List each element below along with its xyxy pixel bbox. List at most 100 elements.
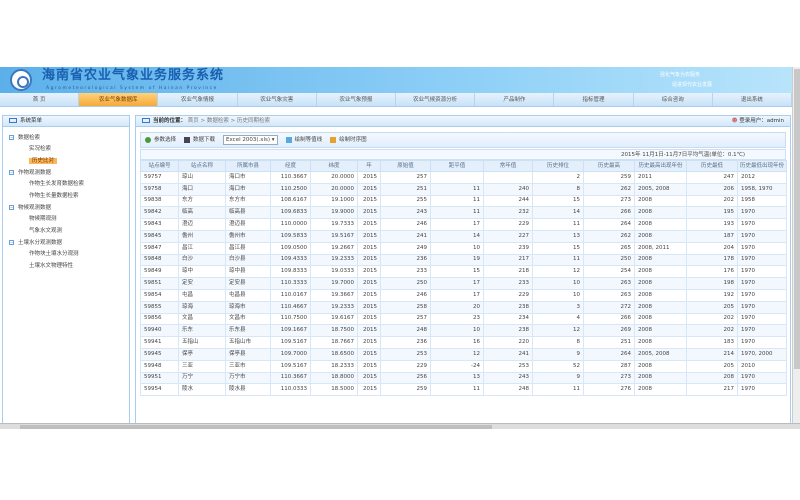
- table-cell: 109.6833: [270, 206, 311, 220]
- table-cell: 15: [430, 265, 484, 279]
- menu-item[interactable]: 作物生长量数据检索: [9, 191, 129, 203]
- table-cell: 11: [532, 383, 584, 397]
- params-label: 参数选择: [154, 137, 177, 143]
- table-cell: 2008: [634, 300, 687, 314]
- table-cell: 2008: [634, 312, 687, 326]
- table-row[interactable]: 59842 临高 临高县 109.6833 19.9000 2015 243 11 232 14 2…: [140, 206, 787, 220]
- table-row[interactable]: 59940 乐东 乐东县 109.1667 18.7500 2015 248 10 238 12 2…: [140, 324, 787, 338]
- column-header[interactable]: 历史最低: [686, 160, 738, 172]
- table-row[interactable]: 59856 文昌 文昌市 110.7500 19.6167 2015 257 23 234 4 26…: [140, 312, 787, 326]
- menu-group[interactable]: − 作物观测数据: [9, 167, 129, 179]
- menu-item-label: 物候期观测: [29, 216, 57, 222]
- column-header[interactable]: 纬度: [310, 160, 358, 172]
- column-header[interactable]: 经度: [270, 160, 311, 172]
- nav-item[interactable]: 产品制作: [475, 93, 555, 106]
- table-row[interactable]: 59847 昌江 昌江县 109.0500 19.2667 2015 249 10 239 15 2…: [140, 241, 787, 255]
- table-row[interactable]: 59848 白沙 白沙县 109.4333 19.2333 2015 236 19 217 11 2…: [140, 253, 787, 267]
- table-row[interactable]: 59854 屯昌 屯昌县 110.0167 19.3667 2015 246 17 229 10 2…: [140, 288, 787, 302]
- table-cell: 3: [532, 300, 584, 314]
- column-header[interactable]: 所属市县: [225, 160, 271, 172]
- collapse-icon[interactable]: −: [9, 205, 14, 210]
- table-cell: 110.3667: [270, 171, 311, 184]
- table-cell: 110.3667: [270, 371, 311, 385]
- table-cell: 109.5833: [270, 229, 311, 243]
- nav-item[interactable]: 农业气象数据库: [79, 93, 159, 106]
- table-cell: 263: [583, 277, 635, 290]
- column-header[interactable]: 历史最高出现年份: [634, 160, 687, 172]
- download-button[interactable]: 数据下载: [184, 136, 215, 144]
- table-cell: 236: [380, 336, 431, 349]
- nav-item[interactable]: 农业气象灾害: [238, 93, 317, 106]
- table-row[interactable]: 59951 万宁 万宁市 110.3667 18.8000 2015 256 13 243 9 27…: [140, 371, 787, 385]
- table-cell: 1970: [737, 253, 787, 267]
- table-cell: 19.7000: [310, 277, 358, 290]
- column-header[interactable]: 历史最高: [583, 160, 635, 172]
- nav-item[interactable]: 综合咨询: [634, 93, 713, 106]
- table-cell: 琼海: [178, 300, 226, 314]
- table-row[interactable]: 59843 澄迈 澄迈县 110.0000 19.7333 2015 246 17 229 11 2…: [140, 218, 787, 231]
- menu-item[interactable]: 作物生长发育数据检索: [9, 179, 129, 191]
- column-header[interactable]: 站点编号: [140, 160, 179, 172]
- table-row[interactable]: 59845 儋州 儋州市 109.5833 19.5167 2015 241 14 227 13 2…: [140, 229, 787, 243]
- menu-item[interactable]: 物候期观测: [9, 214, 129, 226]
- menu-item-label: 实况检索: [29, 146, 52, 152]
- vertical-scrollbar[interactable]: [792, 67, 800, 423]
- column-header[interactable]: 历史最低出现年份: [737, 160, 787, 172]
- nav-item[interactable]: 首 页: [0, 93, 80, 106]
- table-cell: 2015: [357, 359, 381, 373]
- column-header[interactable]: 原始值: [380, 160, 431, 172]
- table-row[interactable]: 59948 三亚 三亚市 109.5167 18.2333 2015 229 -24 253 52…: [140, 359, 787, 373]
- table-cell: 266: [583, 206, 635, 220]
- menu-group[interactable]: − 土壤水分观测数据: [9, 237, 129, 249]
- column-header[interactable]: 距平值: [430, 160, 484, 172]
- table-row[interactable]: 59849 琼中 琼中县 109.8333 19.0333 2015 233 15 218 12 2…: [140, 265, 787, 279]
- table-cell: 2008: [634, 383, 687, 397]
- table-cell: 2015: [357, 347, 381, 361]
- table-cell: 247: [686, 171, 738, 184]
- table-cell: 227: [483, 229, 533, 243]
- format-select[interactable]: Excel 2003(.xls) ▾: [223, 135, 278, 145]
- breadcrumb-path[interactable]: 首页 > 数据检索 > 历史同期检索: [187, 118, 270, 124]
- nav-item[interactable]: 农业气象情报: [158, 93, 238, 106]
- collapse-icon[interactable]: −: [9, 135, 14, 140]
- menu-group[interactable]: − 数据检索: [9, 132, 129, 144]
- menu-item[interactable]: 土壤水文物理特性: [9, 261, 129, 273]
- table-cell: 12: [532, 324, 584, 338]
- horizontal-scrollbar[interactable]: [0, 423, 800, 429]
- table-row[interactable]: 59954 陵水 陵水县 110.0333 18.5000 2015 259 11 248 11 2…: [140, 383, 787, 397]
- contour-icon: [285, 136, 292, 143]
- scroll-thumb[interactable]: [794, 69, 800, 369]
- nav-item[interactable]: 农业气象预报: [317, 93, 397, 106]
- menu-item[interactable]: 历史比对: [9, 156, 129, 168]
- column-header[interactable]: 年: [357, 160, 381, 172]
- menu-item[interactable]: 作物块土壤水分观测: [9, 249, 129, 261]
- menu-item[interactable]: 气象水文观测: [9, 226, 129, 238]
- timeseries-button[interactable]: 绘制时序图: [330, 136, 367, 144]
- params-button[interactable]: 参数选择: [145, 136, 176, 144]
- table-row[interactable]: 59757 琼山 海口市 110.3667 20.0000 2015 257 2 259 2011…: [140, 171, 787, 184]
- collapse-icon[interactable]: −: [9, 240, 14, 245]
- table-cell: 2008: [634, 206, 687, 220]
- column-header[interactable]: 常年值: [483, 160, 533, 172]
- nav-item[interactable]: 退出系统: [713, 93, 793, 106]
- table-row[interactable]: 59855 琼海 琼海市 110.4667 19.2333 2015 258 20 238 3 27…: [140, 300, 787, 314]
- menu-group[interactable]: − 物候观测数据: [9, 202, 129, 214]
- table-cell: 251: [380, 182, 431, 196]
- table-row[interactable]: 59851 定安 定安县 110.3333 19.7000 2015 250 17 233 10 2…: [140, 277, 787, 290]
- table-cell: 52: [532, 359, 584, 373]
- column-header[interactable]: 历史排位: [532, 160, 584, 172]
- table-cell: -24: [430, 359, 484, 373]
- table-row[interactable]: 59945 保亭 保亭县 109.7000 18.6500 2015 253 12 241 9 26…: [140, 347, 787, 361]
- table-cell: 陵水县: [225, 383, 271, 397]
- collapse-icon[interactable]: −: [9, 170, 14, 175]
- table-cell: 昌江县: [225, 241, 271, 255]
- nav-item[interactable]: 农业气候资源分析: [396, 93, 476, 106]
- menu-item[interactable]: 实况检索: [9, 144, 129, 156]
- table-row[interactable]: 59941 五指山 五指山市 109.5167 18.7667 2015 236 16 220 8…: [140, 336, 787, 349]
- contour-button[interactable]: 绘制等值线: [285, 136, 322, 144]
- column-header[interactable]: 站点名称: [178, 160, 226, 172]
- scroll-thumb[interactable]: [20, 425, 492, 429]
- nav-item[interactable]: 指标管理: [554, 93, 634, 106]
- table-row[interactable]: 59838 东方 东方市 108.6167 19.1000 2015 255 11 244 15 2…: [140, 194, 787, 208]
- table-row[interactable]: 59758 海口 海口市 110.2500 20.0000 2015 251 11 240 8 26…: [140, 182, 787, 196]
